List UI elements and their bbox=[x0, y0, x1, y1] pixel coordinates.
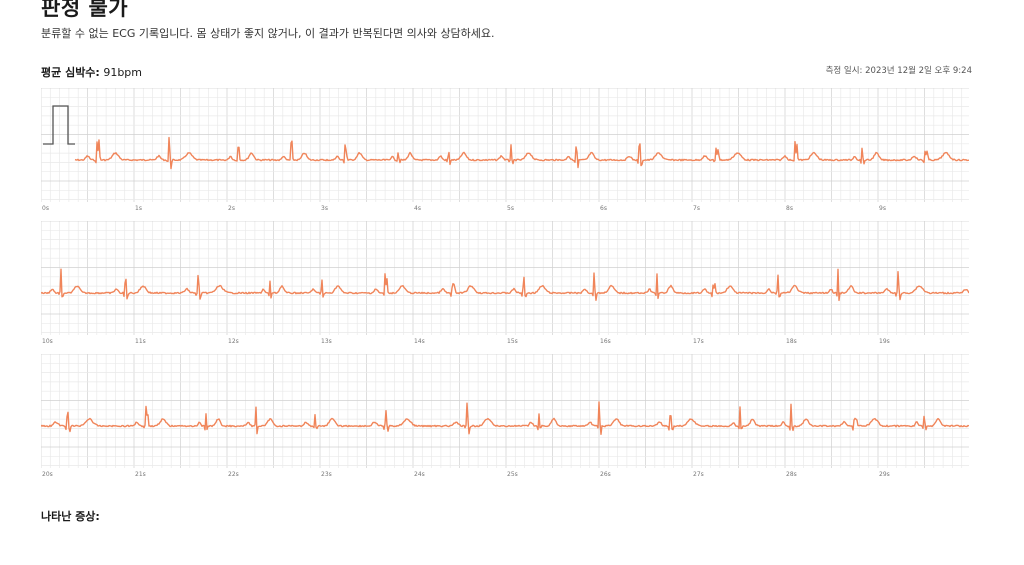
page-title: 판정 불가 bbox=[41, 0, 129, 20]
time-tick-label: 8s bbox=[786, 205, 793, 212]
symptoms-label: 나타난 증상: bbox=[41, 510, 100, 523]
time-tick-label: 12s bbox=[228, 338, 239, 345]
time-tick-label: 26s bbox=[600, 471, 611, 478]
ecg-strip-chart: 0s 1s 2s 3s 4s 5s 6s 7s 8s 9s bbox=[41, 88, 969, 212]
ecg-strip-1: 0s 1s 2s 3s 4s 5s 6s 7s 8s 9s bbox=[41, 88, 969, 212]
time-tick-label: 22s bbox=[228, 471, 239, 478]
measurement-datetime-value: 2023년 12월 2일 오후 9:24 bbox=[865, 66, 972, 76]
ecg-trace bbox=[41, 401, 969, 435]
ecg-grid bbox=[41, 88, 969, 202]
time-tick-label: 29s bbox=[879, 471, 890, 478]
ecg-strip-chart: 20s 21s 22s 23s 24s 25s 26s 27s 28s 29s bbox=[41, 354, 969, 478]
time-tick-label: 5s bbox=[507, 205, 514, 212]
time-tick-label: 28s bbox=[786, 471, 797, 478]
calibration-pulse bbox=[43, 105, 75, 145]
time-tick-label: 7s bbox=[693, 205, 700, 212]
ecg-grid bbox=[41, 221, 969, 335]
time-tick-label: 19s bbox=[879, 338, 890, 345]
time-tick-label: 1s bbox=[135, 205, 142, 212]
measurement-datetime-label: 측정 일시: bbox=[825, 66, 863, 76]
ecg-trace bbox=[41, 268, 969, 302]
time-tick-label: 15s bbox=[507, 338, 518, 345]
time-tick-label: 2s bbox=[228, 205, 235, 212]
measurement-datetime: 측정 일시: 2023년 12월 2일 오후 9:24 bbox=[826, 64, 972, 76]
time-tick-label: 0s bbox=[42, 205, 49, 212]
ecg-strip-chart: 10s 11s 12s 13s 14s 15s 16s 17s 18s 19s bbox=[41, 221, 969, 345]
time-tick-label: 9s bbox=[879, 205, 886, 212]
average-heart-rate-value: 91bpm bbox=[103, 66, 143, 79]
ecg-trace bbox=[74, 136, 969, 170]
time-tick-label: 20s bbox=[42, 471, 53, 478]
time-tick-label: 13s bbox=[321, 338, 332, 345]
time-tick-label: 23s bbox=[321, 471, 332, 478]
time-tick-label: 4s bbox=[414, 205, 421, 212]
time-tick-label: 6s bbox=[600, 205, 607, 212]
time-tick-label: 25s bbox=[507, 471, 518, 478]
time-tick-label: 24s bbox=[414, 471, 425, 478]
time-tick-label: 3s bbox=[321, 205, 328, 212]
time-tick-label: 17s bbox=[693, 338, 704, 345]
time-tick-label: 16s bbox=[600, 338, 611, 345]
time-tick-label: 21s bbox=[135, 471, 146, 478]
ecg-strip-3: 20s 21s 22s 23s 24s 25s 26s 27s 28s 29s bbox=[41, 354, 969, 478]
time-tick-label: 11s bbox=[135, 338, 146, 345]
ecg-grid bbox=[41, 354, 969, 468]
result-description: 분류할 수 없는 ECG 기록입니다. 몸 상태가 좋지 않거나, 이 결과가 … bbox=[41, 27, 495, 40]
time-tick-label: 27s bbox=[693, 471, 704, 478]
average-heart-rate: 평균 심박수: 91bpm bbox=[41, 64, 142, 80]
ecg-strip-2: 10s 11s 12s 13s 14s 15s 16s 17s 18s 19s bbox=[41, 221, 969, 345]
time-tick-label: 10s bbox=[42, 338, 53, 345]
time-tick-label: 14s bbox=[414, 338, 425, 345]
average-heart-rate-label: 평균 심박수: bbox=[41, 66, 100, 79]
time-tick-label: 18s bbox=[786, 338, 797, 345]
